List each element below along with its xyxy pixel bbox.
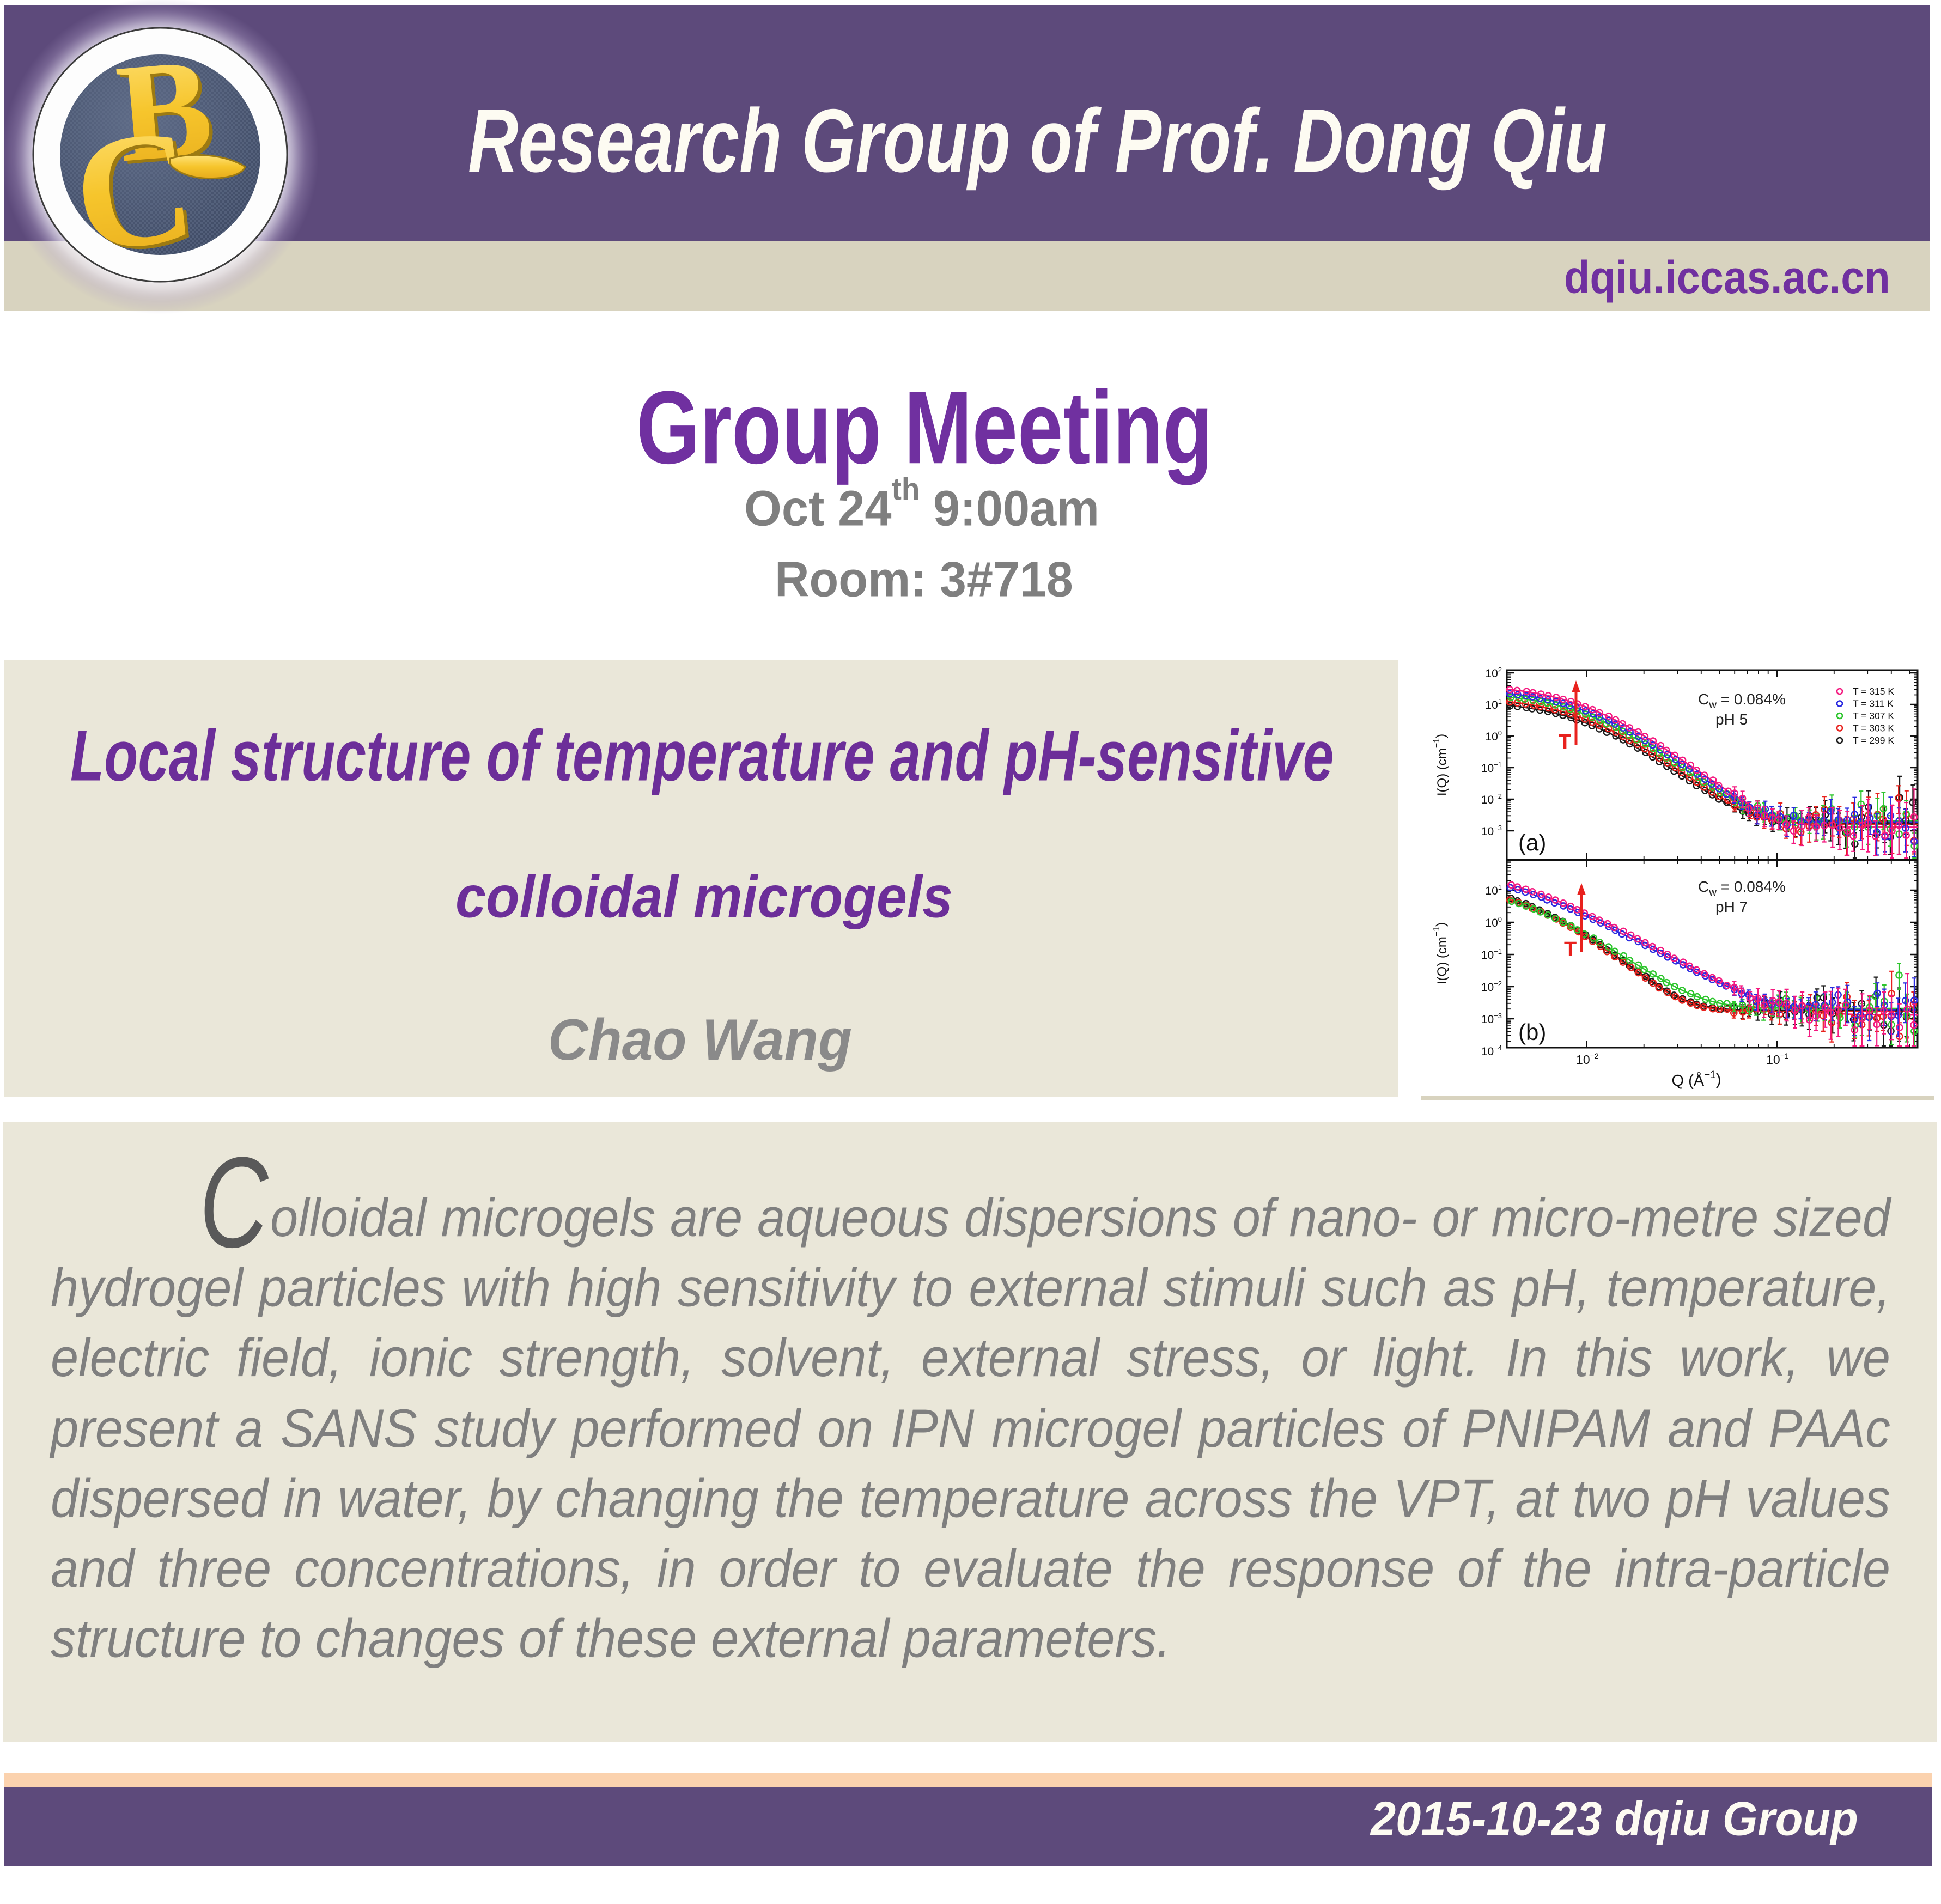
svg-text:10−2: 10−2: [1481, 792, 1502, 806]
svg-text:10−1: 10−1: [1766, 1051, 1789, 1067]
svg-text:T: T: [1559, 731, 1571, 753]
svg-text:100: 100: [1485, 915, 1502, 929]
svg-text:T = 307 K: T = 307 K: [1853, 710, 1894, 721]
svg-text:T = 303 K: T = 303 K: [1853, 723, 1894, 734]
svg-text:10−2: 10−2: [1576, 1051, 1599, 1067]
svg-text:I(Q) (cm−1): I(Q) (cm−1): [1432, 734, 1450, 796]
svg-text:101: 101: [1485, 697, 1502, 711]
svg-text:Q (Å−1): Q (Å−1): [1672, 1069, 1721, 1090]
svg-text:T: T: [1564, 938, 1577, 961]
svg-text:C: C: [65, 94, 203, 287]
svg-text:Cw = 0.084%: Cw = 0.084%: [1698, 878, 1786, 898]
svg-text:10−3: 10−3: [1481, 824, 1502, 838]
svg-text:I(Q) (cm−1): I(Q) (cm−1): [1432, 922, 1450, 984]
svg-text:10−1: 10−1: [1481, 947, 1502, 962]
svg-text:10−2: 10−2: [1481, 980, 1502, 994]
svg-text:10−1: 10−1: [1481, 761, 1502, 775]
svg-text:T = 299 K: T = 299 K: [1853, 735, 1894, 746]
svg-text:102: 102: [1485, 666, 1502, 680]
svg-text:101: 101: [1485, 883, 1502, 897]
svg-text:T = 315 K: T = 315 K: [1853, 686, 1894, 697]
svg-text:pH 5: pH 5: [1715, 711, 1748, 728]
svg-text:10−3: 10−3: [1481, 1012, 1502, 1026]
svg-text:10−4: 10−4: [1481, 1044, 1502, 1058]
svg-text:C: C: [69, 97, 207, 290]
svg-text:100: 100: [1485, 729, 1502, 743]
svg-text:pH 7: pH 7: [1715, 898, 1748, 915]
svg-text:(a): (a): [1518, 830, 1546, 855]
svg-text:(b): (b): [1518, 1019, 1546, 1045]
svg-text:T = 311 K: T = 311 K: [1853, 698, 1894, 709]
svg-text:Cw = 0.084%: Cw = 0.084%: [1698, 691, 1786, 711]
